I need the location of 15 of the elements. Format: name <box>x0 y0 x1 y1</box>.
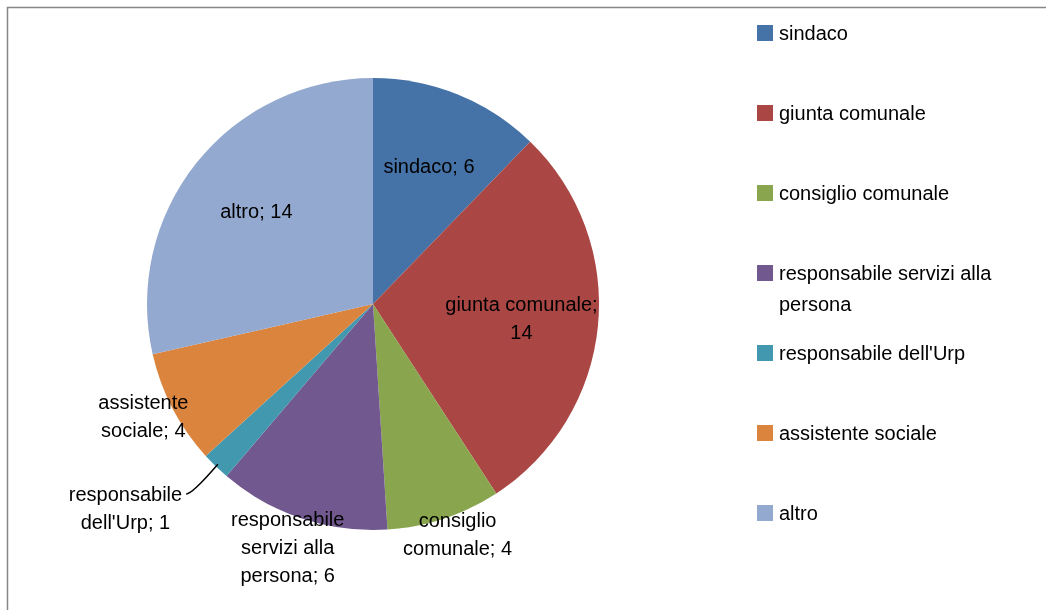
legend-label: consiglio comunale <box>779 182 950 204</box>
legend-label: sindaco <box>779 22 848 44</box>
pie-slice <box>205 304 373 477</box>
legend-label: assistente sociale <box>779 422 937 444</box>
legend-label: responsabile dell'Urp <box>779 342 966 364</box>
data-label: responsabile dell'Urp; 1 <box>68 483 183 534</box>
pie-slice <box>147 78 373 355</box>
legend-label: giunta comunale <box>779 102 926 124</box>
data-label: giunta comunale; 14 <box>445 293 598 344</box>
data-label: altro; 14 <box>220 200 293 222</box>
legend-label: altro <box>779 502 818 524</box>
data-label: sindaco; 6 <box>383 154 475 177</box>
pie-slice <box>226 304 388 530</box>
legend-label: responsabile servizi alla persona <box>779 262 993 315</box>
pie-slice <box>373 141 599 494</box>
